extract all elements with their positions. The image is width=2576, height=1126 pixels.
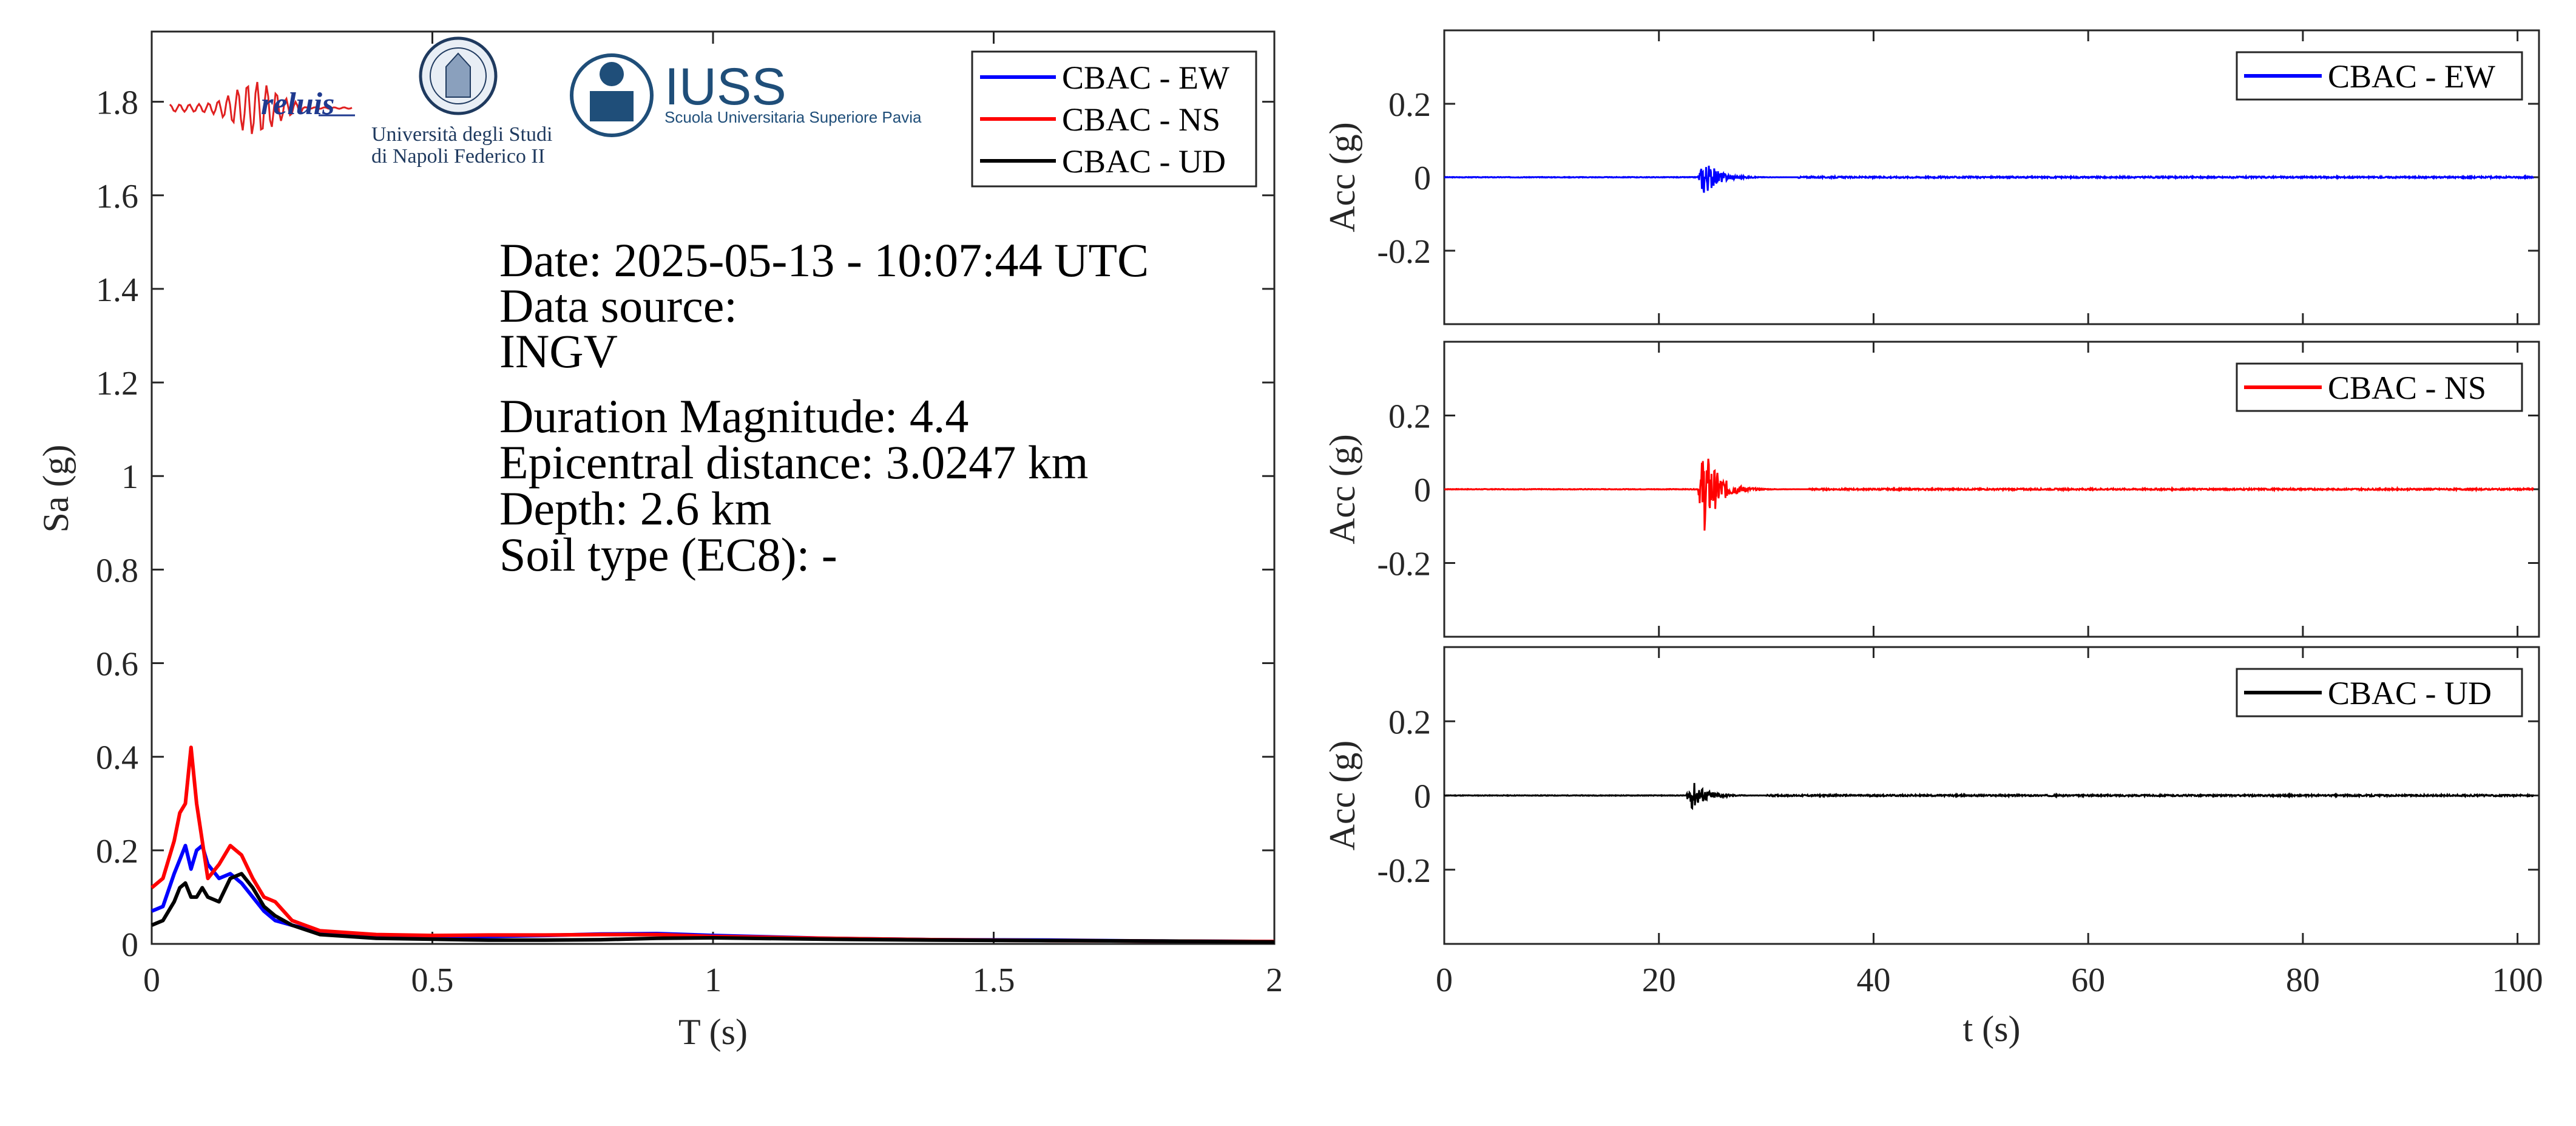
acc-legend-label-ns: CBAC - NS (2328, 370, 2486, 406)
info-distance: Epicentral distance: 3.0247 km (499, 436, 1088, 489)
info-soil: Soil type (EC8): - (499, 528, 837, 581)
spectrum-xlabel: T (s) (678, 1012, 748, 1052)
spectrum-ytick-label: 0 (121, 926, 138, 964)
acc-ytick-label: 0.2 (1388, 398, 1431, 436)
info-date: Date: 2025-05-13 - 10:07:44 UTC (499, 234, 1149, 287)
acc-ytick-label: -0.2 (1377, 233, 1431, 271)
acc-legend-label-ud: CBAC - UD (2328, 675, 2492, 711)
spectrum-xtick-label: 2 (1266, 962, 1283, 999)
spectrum-ytick-label: 1.2 (96, 365, 138, 402)
acc-series-ns (1444, 458, 2534, 531)
spectrum-ytick-label: 1.4 (96, 271, 138, 309)
iuss-logo: IUSS Scuola Universitaria Superiore Pavi… (570, 53, 922, 137)
acc-ytick-label: -0.2 (1377, 546, 1431, 583)
spectrum-chart: 0 0.5 1 1.5 2 0 0.2 0.4 0.6 0.8 1 1.2 1.4 1.6 1.8 relu… (36, 30, 1283, 1052)
spectrum-ylabel: Sa (g) (36, 445, 76, 533)
spectrum-ytick-label: 0.6 (96, 646, 138, 683)
acc-ylabel-ns: Acc (g) (1322, 434, 1362, 544)
spectrum-xtick-label: 1 (705, 962, 722, 999)
unina-line1: Università degli Studi (371, 123, 552, 146)
spectrum-ytick-label: 0.2 (96, 833, 138, 870)
spectrum-ytick-label: 1 (121, 458, 138, 496)
acc-xtick-label: 80 (2286, 962, 2320, 999)
info-source: INGV (499, 325, 618, 378)
acc-xtick-label: 0 (1436, 962, 1453, 999)
info-magnitude: Duration Magnitude: 4.4 (499, 390, 969, 443)
spectrum-ytick-label: 1.6 (96, 178, 138, 215)
spectrum-ticks: 0 0.5 1 1.5 2 0 0.2 0.4 0.6 0.8 1 1.2 1.4 1.6 1.8 (96, 32, 1283, 999)
acc-xtick-label: 40 (1856, 962, 1890, 999)
acc-ytick-label: 0 (1414, 472, 1431, 509)
acceleration-panel-ns: -0.2 0 0.2 Acc (g) CBAC - NS (1322, 341, 2540, 638)
acc-ytick-label: -0.2 (1377, 852, 1431, 890)
spectrum-ytick-label: 0.8 (96, 552, 138, 589)
acceleration-charts: -0.2 0 0.2 Acc (g) CBAC - EW -0.2 0 0.2 Acc (g) C… (1322, 29, 2543, 1049)
acc-ytick-label: 0 (1414, 778, 1431, 816)
info-source-label: Data source: (499, 279, 737, 332)
acc-ylabel-ew: Acc (g) (1322, 122, 1362, 232)
acc-series-ew (1444, 165, 2535, 193)
spectrum-ytick-label: 1.8 (96, 84, 138, 122)
legend-label-ns: CBAC - NS (1062, 101, 1220, 138)
info-depth: Depth: 2.6 km (499, 482, 771, 535)
iuss-title: IUSS (664, 58, 786, 116)
reluis-wave-icon (169, 81, 353, 134)
spectrum-series (150, 745, 1275, 944)
acc-ylabel-ud: Acc (g) (1322, 741, 1362, 851)
spectrum-series-ud (150, 872, 1275, 944)
acc-xtick-label: 100 (2492, 962, 2543, 999)
acc-legend-label-ew: CBAC - EW (2328, 58, 2495, 95)
acc-xlabel: t (s) (1963, 1009, 2021, 1049)
unina-line2: di Napoli Federico II (371, 145, 545, 168)
spectrum-legend: CBAC - EW CBAC - NS CBAC - UD (971, 50, 1257, 188)
reluis-logo: reluis (169, 81, 355, 134)
iuss-subtitle: Scuola Universitaria Superiore Pavia (664, 108, 922, 126)
legend-label-ud: CBAC - UD (1062, 143, 1226, 180)
spectrum-xtick-label: 1.5 (973, 962, 1015, 999)
acceleration-panel-ew: -0.2 0 0.2 Acc (g) CBAC - EW (1322, 29, 2540, 325)
spectrum-xtick-label: 0.5 (411, 962, 454, 999)
acc-ytick-label: 0 (1414, 160, 1431, 197)
acceleration-panel-ud: 0 20 40 60 80 100 -0.2 0 0.2 Acc (g) t (s) CBAC - U… (1322, 646, 2543, 1049)
acc-ytick-label: 0.2 (1388, 86, 1431, 124)
acc-xtick-label: 20 (1642, 962, 1676, 999)
spectrum-ytick-label: 0.4 (96, 739, 138, 777)
unina-logo: Università degli Studi di Napoli Federic… (371, 36, 552, 168)
spectrum-xtick-label: 0 (143, 962, 160, 999)
acc-ytick-label: 0.2 (1388, 704, 1431, 741)
event-info: Date: 2025-05-13 - 10:07:44 UTC Data sou… (499, 234, 1149, 581)
acc-xtick-label: 60 (2071, 962, 2105, 999)
acc-series-ud (1444, 782, 2535, 810)
legend-label-ew: CBAC - EW (1062, 59, 1229, 96)
